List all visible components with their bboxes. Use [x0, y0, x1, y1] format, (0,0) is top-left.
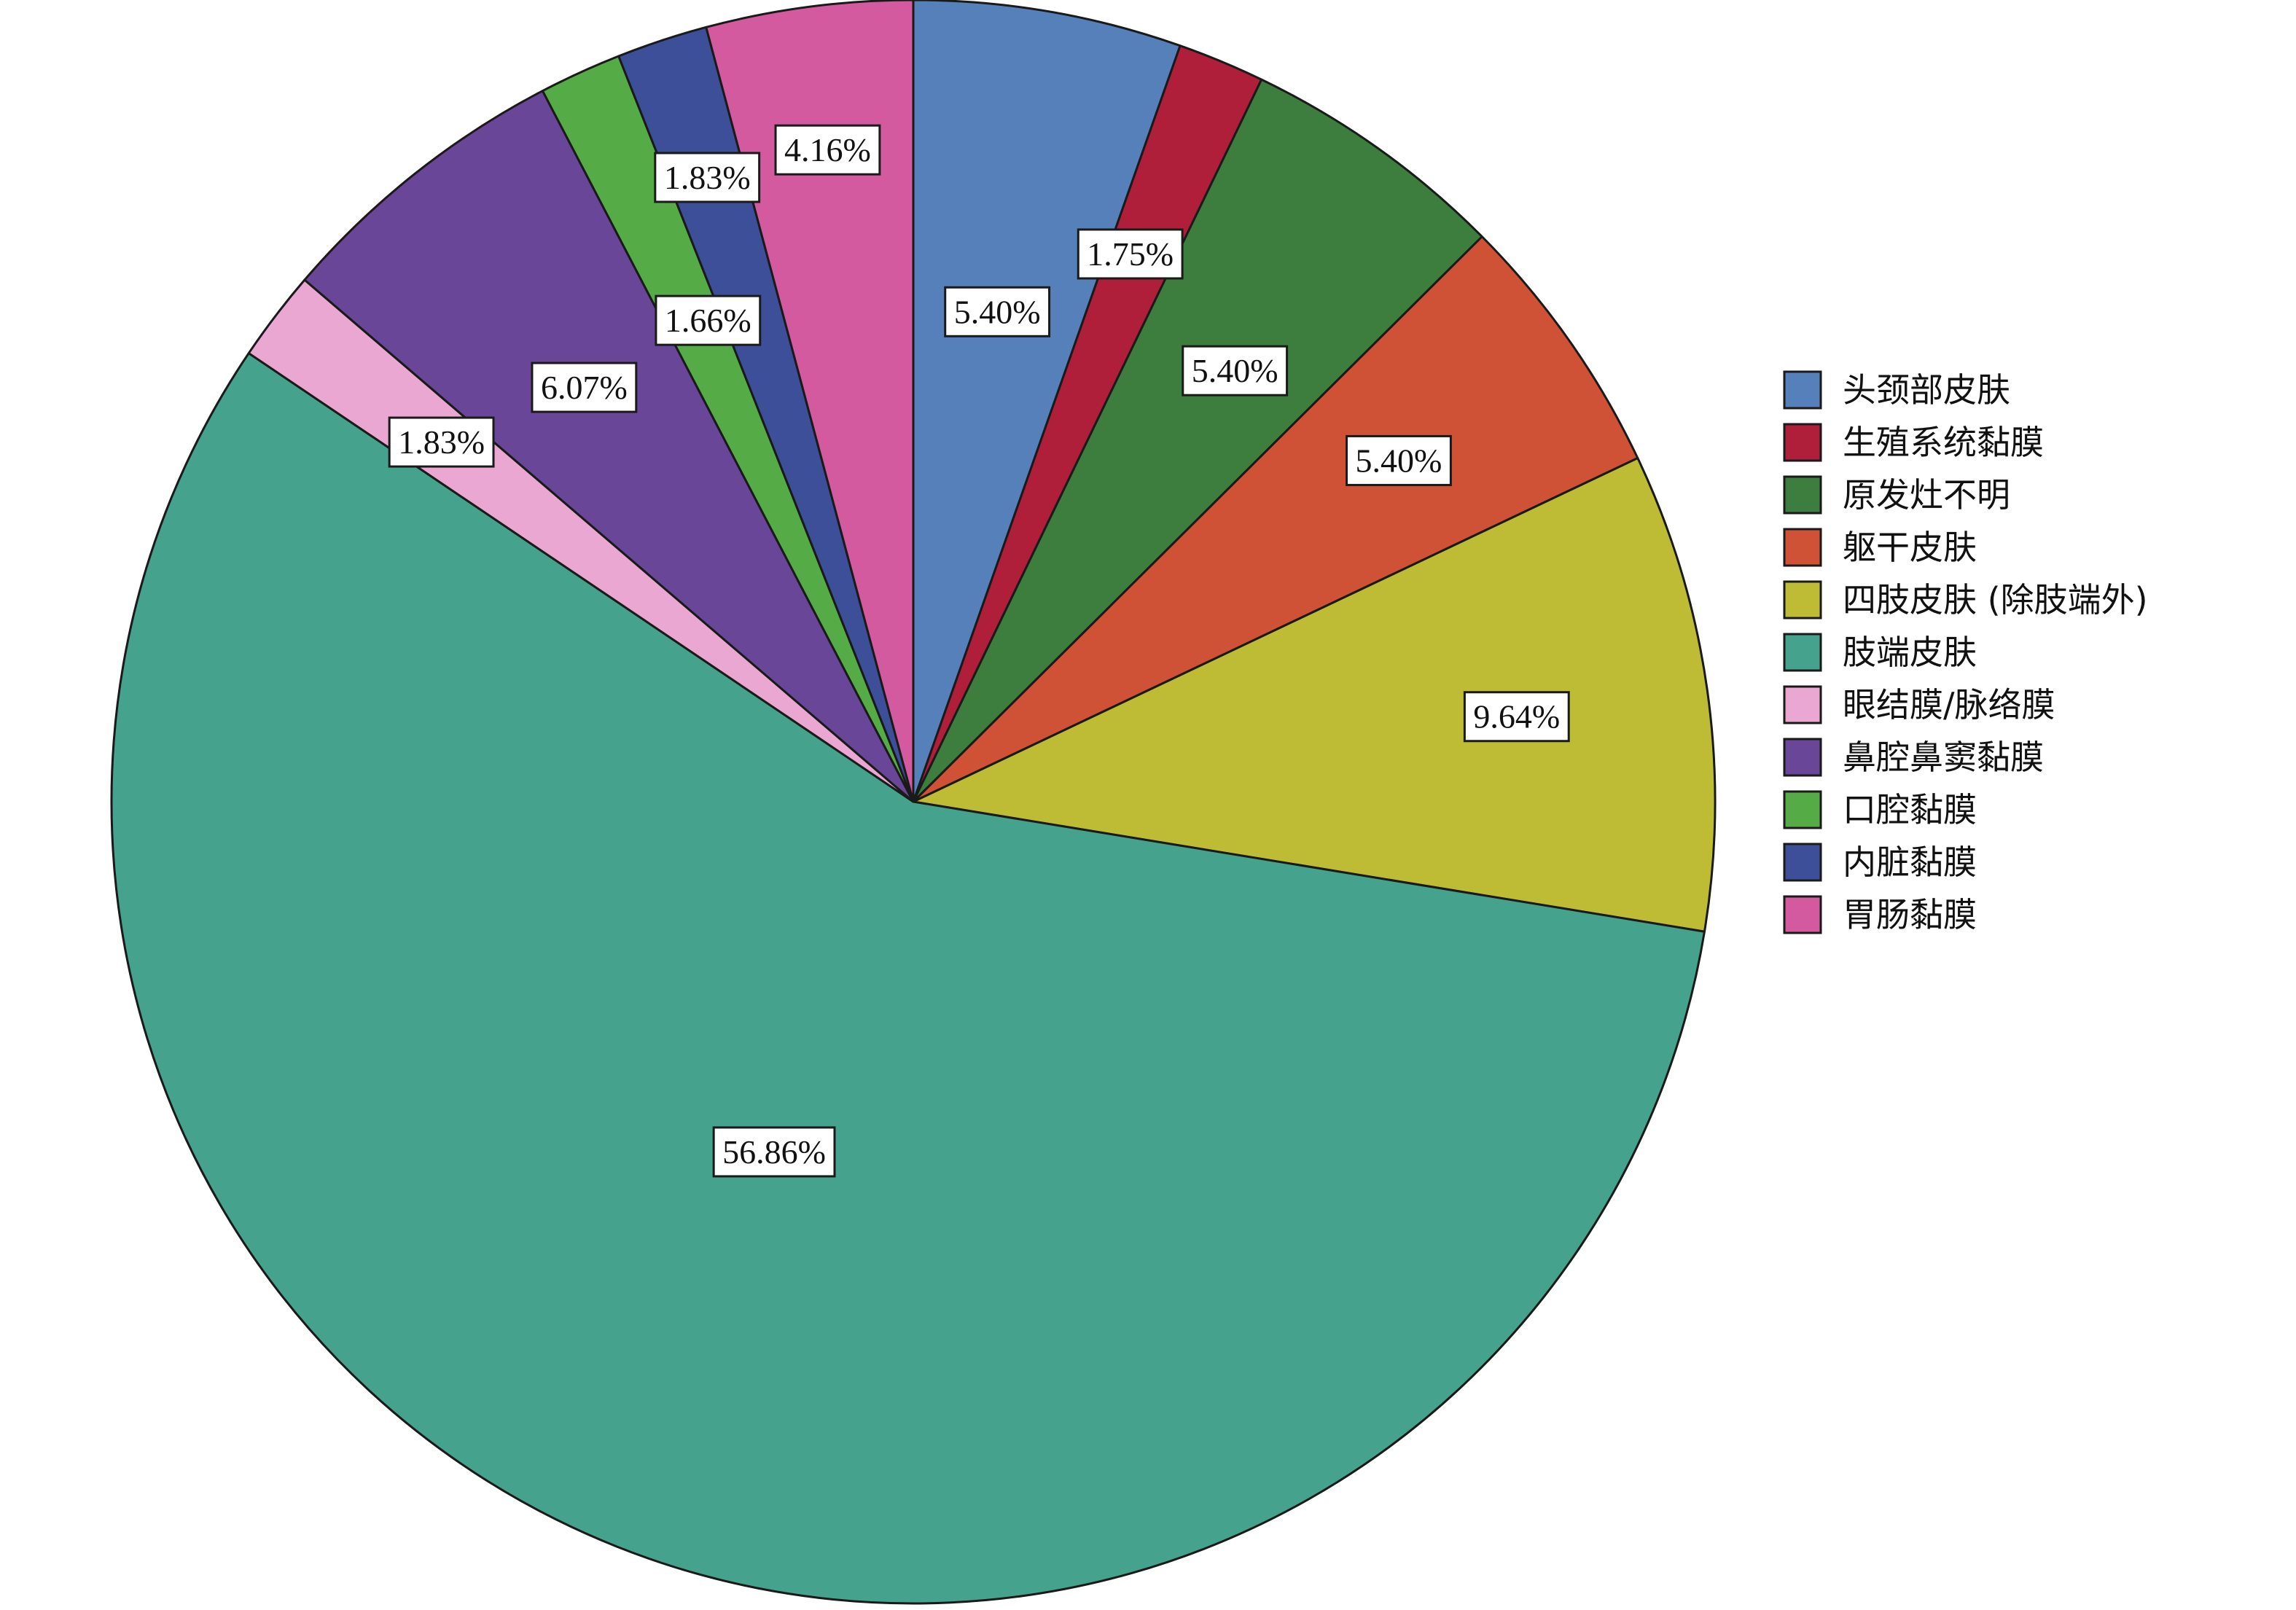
data-label-box	[774, 124, 881, 176]
legend-swatch	[1783, 790, 1822, 829]
legend-item: 肢端皮肤	[1783, 633, 1977, 672]
data-label-box	[388, 416, 495, 468]
data-label: 4.16%	[774, 124, 881, 176]
legend-item: 生殖系统黏膜	[1783, 423, 2044, 462]
legend-item: 四肢皮肤 (除肢端外)	[1783, 580, 2148, 620]
legend-item: 口腔黏膜	[1783, 790, 1977, 829]
legend-item: 头颈部皮肤	[1783, 370, 2010, 410]
data-label-box	[1182, 345, 1289, 396]
legend-label: 头颈部皮肤	[1843, 370, 2010, 410]
data-label-text: 1.83%	[398, 423, 485, 461]
legend-swatch	[1783, 685, 1822, 724]
data-label-text: 9.64%	[1473, 698, 1560, 735]
data-label-text: 4.16%	[784, 131, 871, 168]
data-label-box	[654, 152, 761, 203]
legend-label: 内脏黏膜	[1843, 843, 1977, 882]
pie-slice	[110, 352, 1706, 1605]
legend-label: 眼结膜/脉络膜	[1843, 685, 2055, 724]
data-label-text: 5.40%	[1192, 352, 1278, 389]
legend-label: 生殖系统黏膜	[1843, 423, 2044, 462]
data-label: 1.66%	[655, 294, 762, 346]
data-label: 5.40%	[944, 286, 1051, 337]
data-label-box	[712, 1126, 836, 1178]
legend-label: 鼻腔鼻窦黏膜	[1843, 738, 2044, 777]
pie-data-labels: 5.40% 1.75% 5.40% 5.40% 9.64% 56.86% 1.83% 6.07…	[388, 124, 1570, 1178]
legend-swatch	[1783, 580, 1822, 620]
data-label-box	[1346, 434, 1452, 486]
pie-slice	[912, 457, 1717, 933]
data-label-box	[944, 286, 1051, 337]
data-label-box	[1463, 691, 1570, 743]
data-label-text: 1.66%	[665, 302, 751, 339]
data-label-box	[655, 294, 762, 346]
pie-slice	[912, 0, 1182, 803]
legend-swatch	[1783, 370, 1822, 410]
data-label: 56.86%	[712, 1126, 836, 1178]
legend-item: 鼻腔鼻窦黏膜	[1783, 738, 2044, 777]
legend-swatch	[1783, 895, 1822, 934]
data-label-text: 1.75%	[1087, 235, 1174, 273]
legend-item: 躯干皮肤	[1783, 528, 1977, 567]
pie-slice	[912, 78, 1483, 803]
pie-slice	[912, 235, 1639, 803]
legend-label: 口腔黏膜	[1843, 790, 1977, 829]
legend-item: 原发灶不明	[1783, 475, 2010, 515]
legend-swatch	[1783, 843, 1822, 882]
legend-swatch	[1783, 423, 1822, 462]
data-label: 1.83%	[388, 416, 495, 468]
data-label-text: 5.40%	[1356, 442, 1442, 479]
legend-label: 肢端皮肤	[1843, 633, 1977, 672]
data-label-text: 6.07%	[541, 369, 628, 406]
legend-swatch	[1783, 738, 1822, 777]
data-label: 5.40%	[1182, 345, 1289, 396]
data-label-text: 1.83%	[664, 159, 751, 196]
data-label: 6.07%	[531, 362, 638, 413]
legend-swatch	[1783, 633, 1822, 672]
pie-slices	[110, 0, 1717, 1605]
legend-swatch	[1783, 528, 1822, 567]
data-label: 9.64%	[1463, 691, 1570, 743]
legend-label: 胃肠黏膜	[1843, 895, 1977, 934]
legend-swatch	[1783, 475, 1822, 515]
legend-item: 胃肠黏膜	[1783, 895, 1977, 934]
legend-item: 眼结膜/脉络膜	[1783, 685, 2055, 724]
legend-label: 四肢皮肤 (除肢端外)	[1843, 580, 2148, 620]
data-label: 1.75%	[1077, 228, 1184, 280]
legend-label: 躯干皮肤	[1843, 528, 1977, 567]
data-label: 1.83%	[654, 152, 761, 203]
data-label-box	[1077, 228, 1184, 280]
data-label-text: 56.86%	[722, 1133, 826, 1171]
data-label-text: 5.40%	[954, 293, 1041, 330]
legend-label: 原发灶不明	[1843, 475, 2010, 515]
pie-slice	[303, 90, 915, 803]
data-label: 5.40%	[1346, 434, 1452, 486]
legend-item: 内脏黏膜	[1783, 843, 1977, 882]
data-label-box	[531, 362, 638, 413]
